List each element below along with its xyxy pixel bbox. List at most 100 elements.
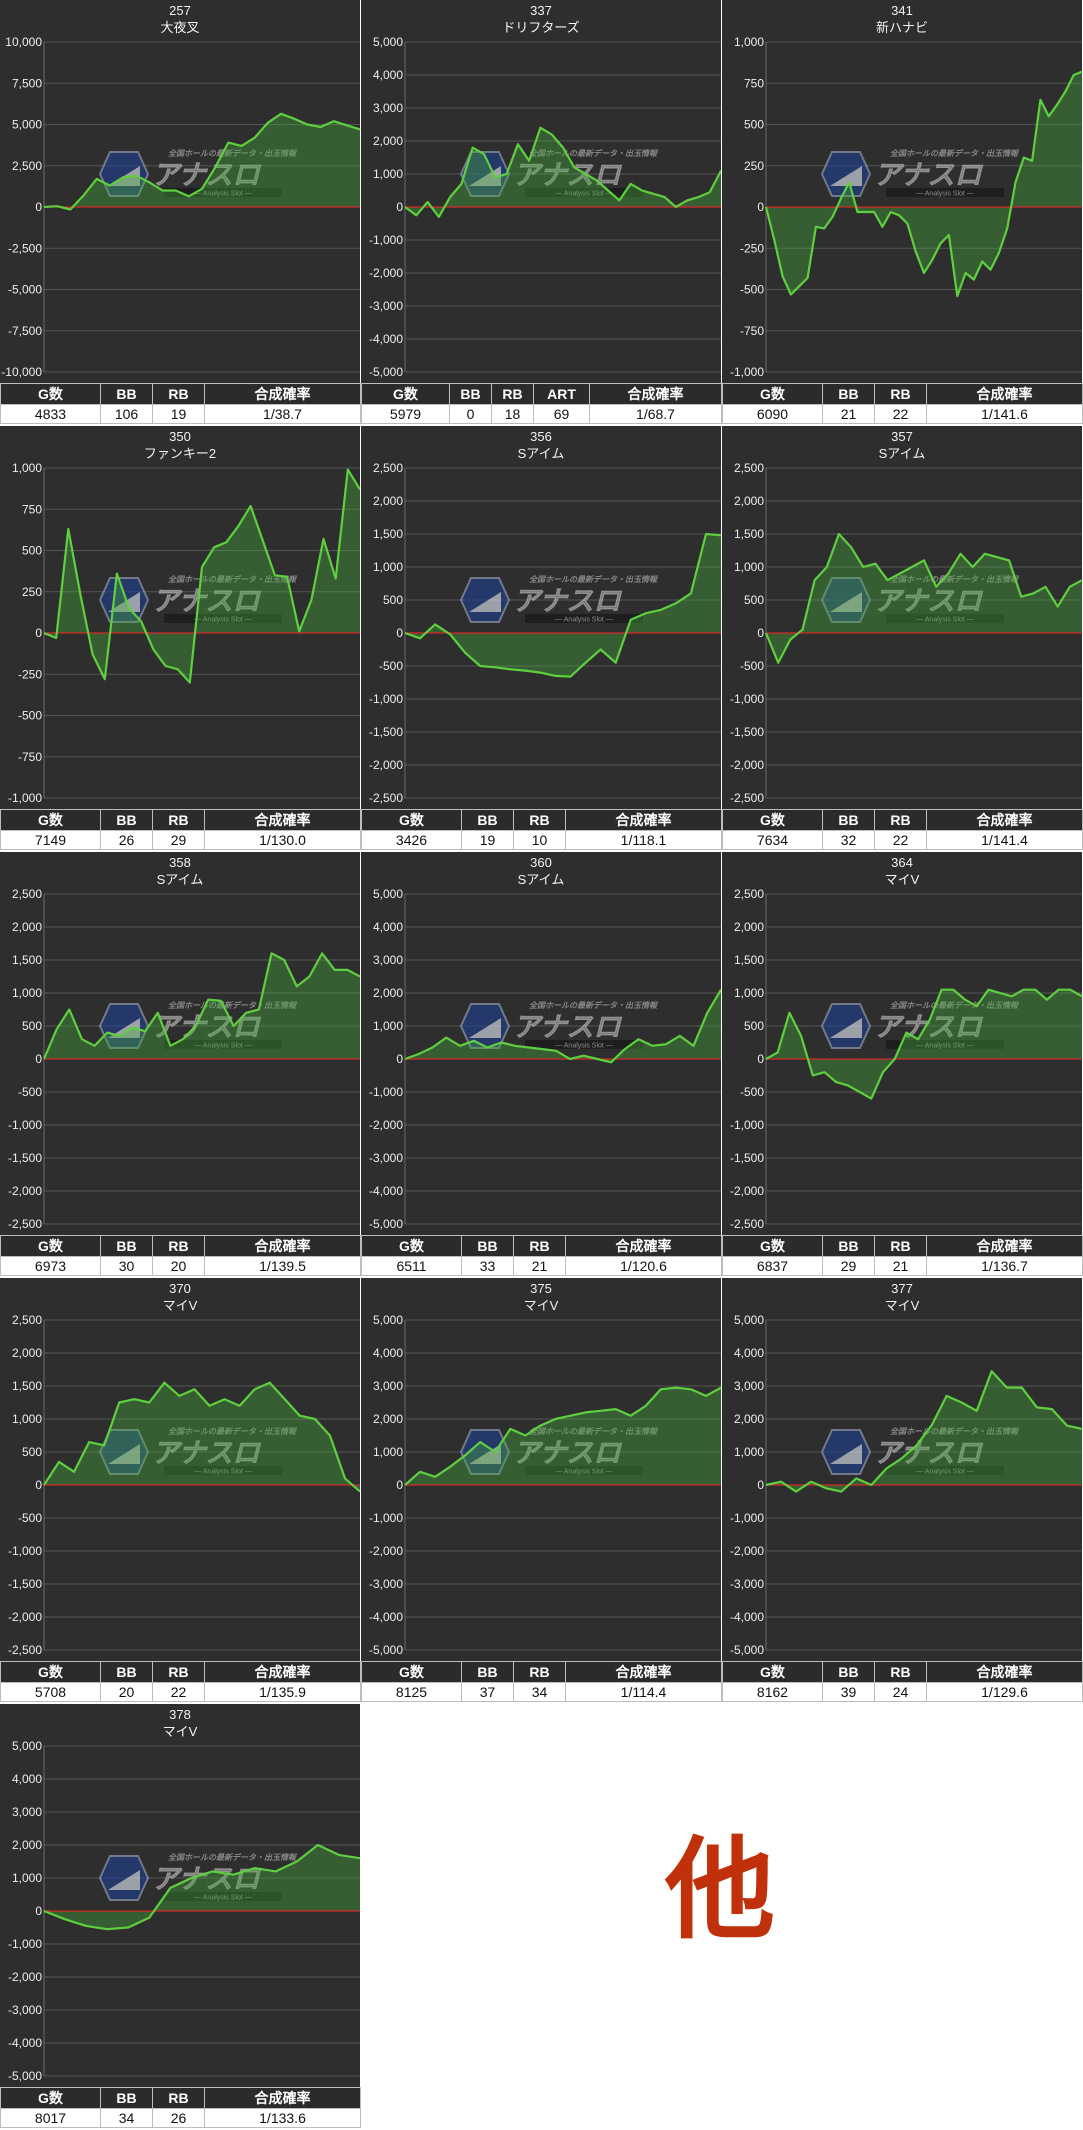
y-tick-label: 1,000 xyxy=(12,986,42,1000)
chart-title: 257 xyxy=(169,3,191,18)
y-tick-label: -2,000 xyxy=(730,758,764,772)
machine-panel-360: 360 Sアイム 5,000 4,000 3,000 2,000 1,000 0 -1,000 -… xyxy=(361,852,722,1277)
watermark-logo: アナスロ xyxy=(874,1438,983,1468)
area-fill xyxy=(766,989,1082,1099)
y-tick-label: 4,000 xyxy=(373,68,403,82)
watermark-tagline: — Analysis Slot — xyxy=(194,1895,252,1902)
machine-panel-337: 337 ドリフターズ 5,000 4,000 3,000 2,000 1,000 0 -1,00… xyxy=(361,0,722,425)
y-tick-label: 3,000 xyxy=(373,953,403,967)
y-tick-label: 1,000 xyxy=(734,1445,764,1459)
area-fill xyxy=(44,953,360,1059)
chart-title: 358 xyxy=(169,855,191,870)
header-rb: RB xyxy=(491,383,534,405)
y-tick-label: 250 xyxy=(744,159,764,173)
y-tick-label: 500 xyxy=(744,118,764,132)
series-line xyxy=(404,126,721,218)
value-bb: 29 xyxy=(822,1256,875,1276)
chart-title: 356 xyxy=(530,429,552,444)
y-tick-label: -2,000 xyxy=(369,266,403,280)
header-prob: 合成確率 xyxy=(204,2087,361,2109)
chart-title: 370 xyxy=(169,1281,191,1296)
y-tick-label: 5,000 xyxy=(12,1739,42,1753)
area-fill xyxy=(766,1371,1082,1492)
y-tick-label: 10,000 xyxy=(5,35,42,49)
y-tick-label: -500 xyxy=(18,1085,42,1099)
y-tick-label: -3,000 xyxy=(8,2003,42,2017)
stats-table: G数 BB RB 合成確率 6837 29 21 1/136.7 xyxy=(722,1235,1083,1276)
value-prob: 1/118.1 xyxy=(565,830,722,850)
chart-svg: 364 マイV 2,500 2,000 1,500 1,000 500 0 -500 -1,000… xyxy=(730,855,1082,1231)
y-tick-label: 5,000 xyxy=(373,887,403,901)
y-tick-label: 2,000 xyxy=(12,920,42,934)
chart-subtitle: Sアイム xyxy=(157,872,204,887)
y-tick-label: 5,000 xyxy=(373,1313,403,1327)
chart-title: 364 xyxy=(891,855,913,870)
y-tick-label: 1,000 xyxy=(734,35,764,49)
watermark-tagline: — Analysis Slot — xyxy=(916,617,974,624)
y-tick-label: -500 xyxy=(740,659,764,673)
watermark-top: 全国ホールの最新データ・出玉情報 xyxy=(890,148,1020,158)
watermark-tagline: — Analysis Slot — xyxy=(194,191,252,198)
value-bb: 0 xyxy=(449,404,492,424)
watermark-logo: アナスロ xyxy=(152,160,261,190)
watermark-tagline: — Analysis Slot — xyxy=(194,617,252,624)
stats-table: G数 BB RB 合成確率 6090 21 22 1/141.6 xyxy=(722,383,1083,424)
header-art: ART xyxy=(533,383,590,405)
value-rb: 20 xyxy=(152,1256,205,1276)
y-tick-label: 0 xyxy=(396,626,403,640)
y-tick-label: -5,000 xyxy=(369,1643,403,1657)
y-tick-label: 1,000 xyxy=(12,461,42,475)
y-tick-label: 2,500 xyxy=(734,887,764,901)
y-tick-label: -2,000 xyxy=(369,1544,403,1558)
chart-subtitle: ドリフターズ xyxy=(502,20,579,35)
header-prob: 合成確率 xyxy=(926,1235,1083,1257)
value-prob: 1/114.4 xyxy=(565,1682,722,1702)
chart-svg: 378 マイV 5,000 4,000 3,000 2,000 1,000 0 -1,000 -2… xyxy=(8,1707,360,2083)
watermark-logo: アナスロ xyxy=(152,1438,261,1468)
value-rb: 24 xyxy=(874,1682,927,1702)
header-rb: RB xyxy=(152,2087,205,2109)
header-rb: RB xyxy=(874,1235,927,1257)
y-tick-label: -3,000 xyxy=(369,1151,403,1165)
y-tick-label: -2,000 xyxy=(8,1970,42,1984)
header-games: G数 xyxy=(722,809,823,831)
line-chart: 257 大夜叉 10,000 7,500 5,000 2,500 0 -2,500 -5,000… xyxy=(0,0,360,383)
series-line xyxy=(765,1370,1082,1493)
y-tick-label: 0 xyxy=(757,1052,764,1066)
series-line xyxy=(42,952,360,1060)
machine-panel-375: 375 マイV 5,000 4,000 3,000 2,000 1,000 0 -1,000 -2… xyxy=(361,1278,722,1703)
stats-table: G数 BB RB 合成確率 7149 26 29 1/130.0 xyxy=(0,809,361,850)
value-rb: 34 xyxy=(513,1682,566,1702)
value-rb: 21 xyxy=(513,1256,566,1276)
watermark-tagline: — Analysis Slot — xyxy=(194,1043,252,1050)
y-tick-label: 0 xyxy=(35,1904,42,1918)
chart-subtitle: マイV xyxy=(163,1724,198,1739)
header-rb: RB xyxy=(152,809,205,831)
header-prob: 合成確率 xyxy=(926,383,1083,405)
header-rb: RB xyxy=(874,1661,927,1683)
y-tick-label: -2,500 xyxy=(8,1217,42,1231)
y-tick-label: 1,500 xyxy=(12,1379,42,1393)
header-prob: 合成確率 xyxy=(926,1661,1083,1683)
area-fill xyxy=(766,534,1082,663)
y-tick-label: 1,000 xyxy=(734,986,764,1000)
y-tick-label: 2,000 xyxy=(373,494,403,508)
y-tick-label: 5,000 xyxy=(373,35,403,49)
y-tick-label: 1,500 xyxy=(373,527,403,541)
chart-title: 357 xyxy=(891,429,913,444)
y-tick-label: 0 xyxy=(35,1052,42,1066)
value-bb: 33 xyxy=(461,1256,514,1276)
chart-svg: 337 ドリフターズ 5,000 4,000 3,000 2,000 1,000 0 -1,00… xyxy=(369,3,721,379)
stats-table: G数 BB RB 合成確率 4833 106 19 1/38.7 xyxy=(0,383,361,424)
y-tick-label: -4,000 xyxy=(369,1184,403,1198)
line-chart: 350 ファンキー2 1,000 750 500 250 0 -250 -500 -750 -1,0… xyxy=(0,426,360,809)
watermark-top: 全国ホールの最新データ・出玉情報 xyxy=(168,1426,298,1436)
series-line xyxy=(43,1843,360,1931)
y-tick-label: 1,000 xyxy=(373,1445,403,1459)
header-games: G数 xyxy=(0,1235,101,1257)
header-bb: BB xyxy=(461,1235,514,1257)
watermark-logo: アナスロ xyxy=(874,586,983,616)
y-tick-label: 1,000 xyxy=(373,1019,403,1033)
